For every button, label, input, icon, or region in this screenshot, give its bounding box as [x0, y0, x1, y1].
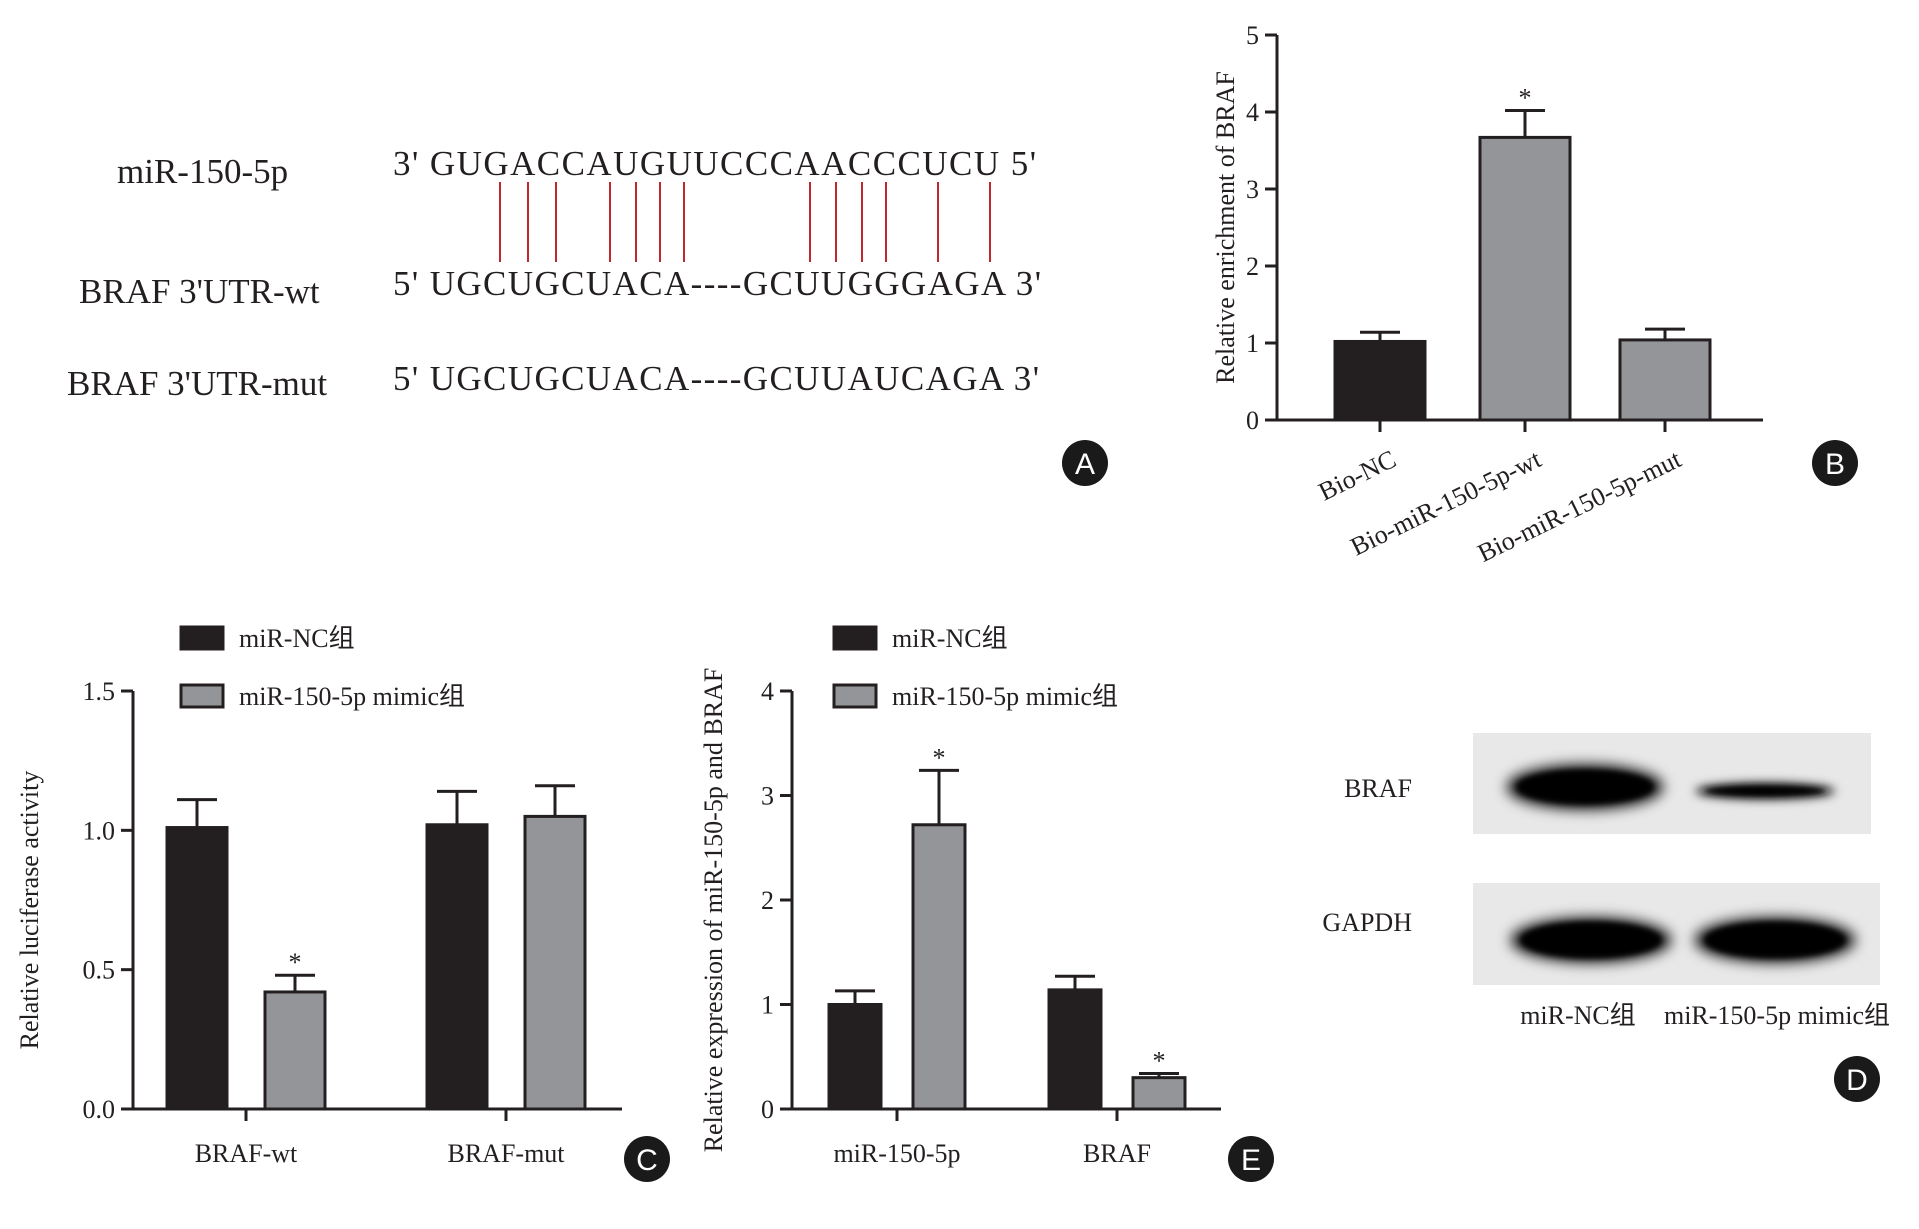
bar	[1618, 338, 1712, 422]
y-tick-label: 1	[761, 991, 774, 1020]
blot-lane-mimic: miR-150-5p mimic组	[1664, 1001, 1890, 1030]
bar	[1131, 1076, 1187, 1111]
x-tick-label: BRAF-mut	[447, 1139, 565, 1168]
y-axis-label: Relative luciferase activity	[15, 771, 44, 1050]
y-tick-label: 1.5	[83, 677, 116, 706]
bar	[263, 990, 327, 1111]
bar	[165, 826, 229, 1111]
band-braf-mimic-core	[1705, 786, 1825, 796]
y-tick-label: 1.0	[83, 816, 116, 845]
seq-label-mir: miR-150-5p	[117, 152, 288, 191]
band-gapdh-mimic-core	[1705, 922, 1845, 958]
blot-lane-nc: miR-NC组	[1520, 1001, 1636, 1030]
bar	[1478, 135, 1572, 422]
blot-bands-gapdh	[1511, 918, 1855, 962]
y-tick-label: 1	[1246, 329, 1259, 358]
panel-a-letter: A	[1075, 448, 1095, 481]
panel-a: miR-150-5p 3' GUGACCAUGUUCCCAACCCUCU 5' …	[67, 144, 1108, 486]
panel-b-letter: B	[1825, 448, 1845, 481]
y-tick-label: 4	[1246, 98, 1259, 127]
seq-mut: 5' UGCUGCUACA----GCUUAUCAGA 3'	[393, 359, 1039, 398]
panel-e-chart: 0 1 2 3 4 miR-150-5p * BRAF * miR-NC组 miR-150-5p m…	[699, 624, 1221, 1168]
legend-label: miR-150-5p mimic组	[239, 682, 465, 711]
y-tick-label: 0	[761, 1095, 774, 1124]
significance-star: *	[289, 948, 302, 977]
seq-label-wt: BRAF 3'UTR-wt	[79, 272, 320, 311]
y-tick-label: 4	[761, 677, 774, 706]
panel-c-letter: C	[636, 1144, 658, 1177]
significance-star: *	[933, 743, 946, 772]
blot-bands-braf	[1507, 765, 1835, 809]
x-tick-label: BRAF	[1083, 1139, 1151, 1168]
panel-d: BRAF GAPDH miR-NC组 miR-150-5p mimic组 D	[1322, 733, 1890, 1102]
panel-d-letter: D	[1846, 1064, 1868, 1097]
panel-a-badge: A	[1062, 440, 1108, 486]
bar	[1333, 339, 1427, 422]
x-tick-label: BRAF-wt	[195, 1139, 298, 1168]
seq-mir: 3' GUGACCAUGUUCCCAACCCUCU 5'	[393, 144, 1036, 183]
bar	[1047, 988, 1103, 1111]
band-braf-nc-core	[1517, 770, 1653, 804]
y-tick-label: 3	[1246, 175, 1259, 204]
panel-c-chart: 0.0 0.5 1.0 1.5 BRAF-wt * BRAF-mut miR-NC组 miR-1…	[15, 624, 622, 1168]
panel-e-badge: E	[1228, 1136, 1274, 1182]
y-tick-label: 0	[1246, 406, 1259, 435]
bar	[425, 823, 489, 1111]
x-tick-label: miR-150-5p	[833, 1139, 960, 1168]
pairing-lines	[499, 182, 991, 262]
panel-c-badge: C	[624, 1136, 670, 1182]
bar	[523, 814, 587, 1111]
y-tick-label: 3	[761, 782, 774, 811]
legend-swatch	[832, 683, 878, 709]
legend-swatch	[179, 683, 225, 709]
blot-label-braf: BRAF	[1344, 774, 1412, 803]
y-axis-label: Relative expression of miR-150-5p and BR…	[699, 668, 728, 1153]
legend-label: miR-NC组	[892, 624, 1008, 653]
seq-wt: 5' UGCUGCUACA----GCUUGGGAGA 3'	[393, 264, 1041, 303]
bar	[911, 823, 967, 1111]
y-tick-label: 2	[1246, 252, 1259, 281]
y-tick-label: 0.0	[83, 1095, 116, 1124]
y-tick-label: 2	[761, 886, 774, 915]
y-tick-label: 5	[1246, 21, 1259, 50]
seq-label-mut: BRAF 3'UTR-mut	[67, 364, 327, 403]
x-tick-label: Bio-NC	[1314, 444, 1401, 506]
blot-label-gapdh: GAPDH	[1322, 908, 1412, 937]
band-gapdh-nc-core	[1521, 922, 1661, 958]
panel-d-badge: D	[1834, 1056, 1880, 1102]
significance-star: *	[1519, 83, 1532, 112]
y-tick-label: 0.5	[83, 956, 116, 985]
legend-swatch	[832, 625, 878, 651]
legend-swatch	[179, 625, 225, 651]
panel-b-badge: B	[1812, 440, 1858, 486]
y-axis-label: Relative enrichment of BRAF	[1211, 71, 1240, 384]
panel-b-chart: 012345Bio-NC*Bio-miR-150-5p-wtBio-miR-15…	[1211, 21, 1763, 568]
significance-star: *	[1153, 1046, 1166, 1075]
panel-e-letter: E	[1241, 1144, 1261, 1177]
legend-label: miR-NC组	[239, 624, 355, 653]
legend-label: miR-150-5p mimic组	[892, 682, 1118, 711]
bar	[827, 1003, 883, 1111]
